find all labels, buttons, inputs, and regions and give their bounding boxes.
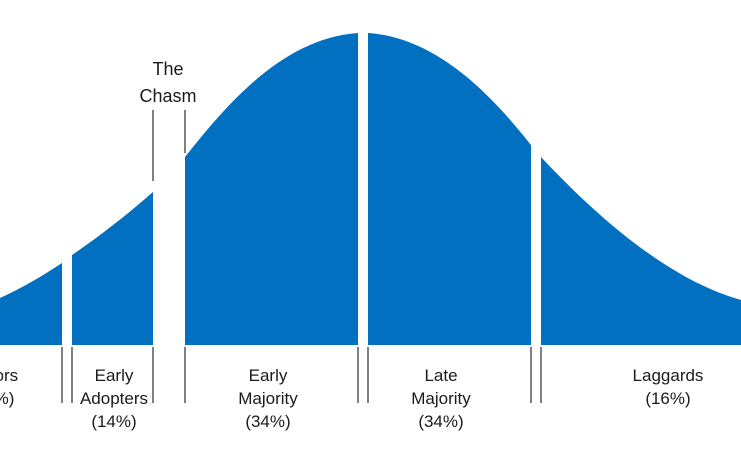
segment-label-line: (34%) [245,412,291,431]
segment-label-line: Majority [238,389,298,408]
segment-label-line: (34%) [418,412,464,431]
segment-label-line: (14%) [91,412,137,431]
segment-label-laggards: Laggards (16%) [618,364,718,410]
segment-label-late-majority: Late Majority (34%) [391,364,491,433]
curve-segment-laggards [541,157,741,345]
segment-label-line: Early [248,366,288,385]
curve-segment-early-majority [185,33,358,345]
segment-label-line: Early [94,366,134,385]
chasm-label-line1: The [152,59,184,79]
segment-label-line: Laggards [632,366,704,385]
segment-label-line: Late [424,366,458,385]
segment-label-line: %) [0,389,15,408]
curve-segment-late-majority [368,33,531,345]
segment-label-early-adopters: Early Adopters (14%) [64,364,164,433]
segment-label-line: Adopters [79,389,149,408]
chasm-label-line2: Chasm [139,86,197,106]
segment-label-line: Majority [411,389,471,408]
segment-label-early-majority: Early Majority (34%) [218,364,318,433]
curve-segment-early-adopters [72,192,153,345]
segment-label-innovators: tors %) [0,364,54,410]
segment-label-line: tors [0,366,19,385]
curve-segment-innovators [0,263,62,345]
segment-label-line: (16%) [645,389,691,408]
chasm-label: The Chasm [128,56,208,110]
